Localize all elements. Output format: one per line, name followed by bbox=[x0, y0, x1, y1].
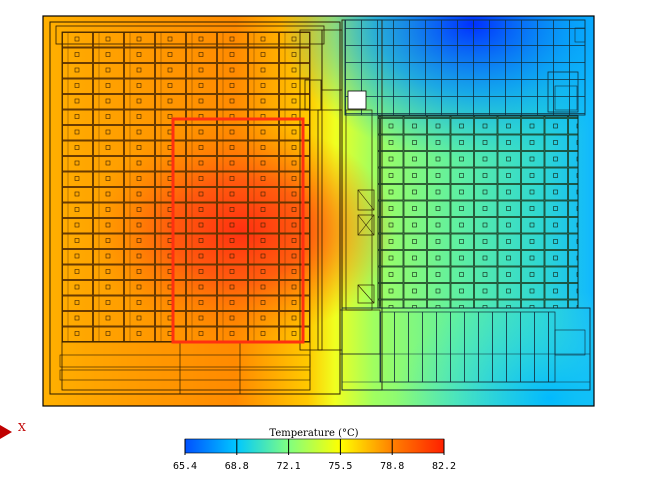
colorbar-tick-label: 78.8 bbox=[380, 461, 404, 472]
colorbar-ticks: 65.4 68.8 72.1 75.5 78.8 82.2 bbox=[173, 439, 456, 472]
right-top-blocks bbox=[344, 19, 586, 116]
hotspot-outline bbox=[171, 117, 305, 344]
right-cell-array bbox=[377, 115, 579, 309]
x-axis-label: X bbox=[18, 421, 26, 434]
colorbar-gradient bbox=[184, 438, 445, 454]
x-axis-arrow-icon bbox=[0, 425, 12, 439]
white-macro-block bbox=[347, 90, 367, 110]
axis-indicator: X bbox=[0, 421, 26, 439]
colorbar: Temperature (°C) 65.4 68.8 72.1 75.5 78.8 82.… bbox=[173, 428, 456, 472]
colorbar-tick-label: 72.1 bbox=[277, 461, 301, 472]
right-bottom-blocks bbox=[341, 307, 591, 391]
colorbar-tick-label: 75.5 bbox=[328, 461, 352, 472]
colorbar-tick-label: 68.8 bbox=[225, 461, 249, 472]
colorbar-title: Temperature (°C) bbox=[269, 428, 358, 439]
die-frame bbox=[42, 15, 595, 407]
colorbar-tick-label: 82.2 bbox=[432, 461, 456, 472]
floorplan-blocks bbox=[49, 19, 383, 395]
colorbar-tick-label: 65.4 bbox=[173, 461, 197, 472]
